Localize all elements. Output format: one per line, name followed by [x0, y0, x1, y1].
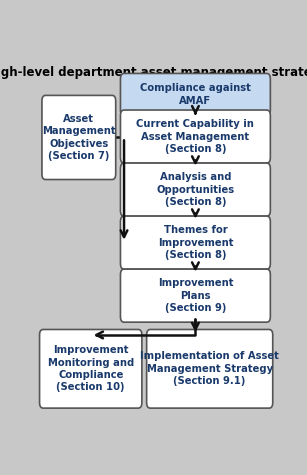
Text: High-level department asset management strategy: High-level department asset management s…: [0, 66, 307, 79]
Text: Improvement
Plans
(Section 9): Improvement Plans (Section 9): [158, 278, 233, 313]
Text: Themes for
Improvement
(Section 8): Themes for Improvement (Section 8): [158, 225, 233, 260]
Text: Analysis and
Opportunities
(Section 8): Analysis and Opportunities (Section 8): [156, 172, 235, 207]
FancyBboxPatch shape: [120, 216, 270, 269]
FancyBboxPatch shape: [120, 269, 270, 322]
FancyBboxPatch shape: [120, 74, 270, 115]
Text: Current Capability in
Asset Management
(Section 8): Current Capability in Asset Management (…: [137, 119, 254, 154]
FancyBboxPatch shape: [40, 330, 142, 408]
FancyBboxPatch shape: [42, 95, 116, 180]
Text: Implementation of Asset
Management Strategy
(Section 9.1): Implementation of Asset Management Strat…: [140, 352, 279, 386]
FancyBboxPatch shape: [120, 163, 270, 216]
FancyBboxPatch shape: [120, 110, 270, 163]
Text: Compliance against
AMAF: Compliance against AMAF: [140, 83, 251, 106]
FancyBboxPatch shape: [147, 330, 273, 408]
Text: Asset
Management
Objectives
(Section 7): Asset Management Objectives (Section 7): [42, 114, 116, 161]
Text: Improvement
Monitoring and
Compliance
(Section 10): Improvement Monitoring and Compliance (S…: [48, 345, 134, 392]
